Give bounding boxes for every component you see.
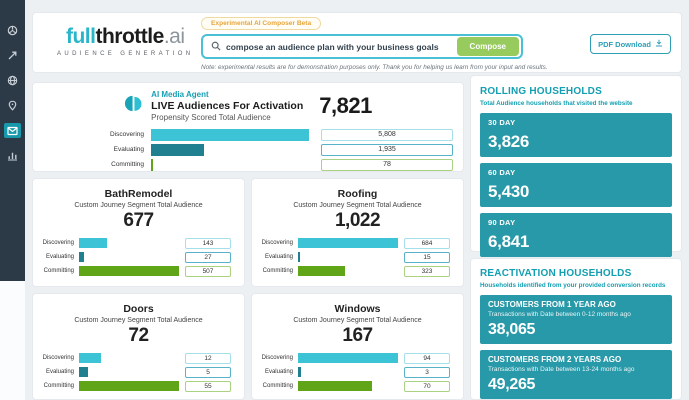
rolling-subtitle: Total Audience households that visited t… <box>480 100 633 107</box>
evaluating-value-box: 1,935 <box>321 143 453 156</box>
reactivation-subtitle: Households identified from your provided… <box>480 282 666 289</box>
compose-button[interactable]: Compose <box>456 37 519 56</box>
sidebar-item-analytics[interactable] <box>4 148 21 163</box>
app-logo: fullthrottle.ai AUDIENCE GENERATION <box>57 25 194 58</box>
evaluating-value-box: 15 <box>404 251 450 263</box>
pdf-download-button[interactable]: PDF Download <box>590 34 671 54</box>
segment-panel-roofing: Roofing Custom Journey Segment Total Aud… <box>251 178 464 287</box>
segment-title: Doors <box>123 303 154 315</box>
sidebar <box>0 0 25 281</box>
sidebar-lower-area <box>0 281 25 400</box>
logo-tagline: AUDIENCE GENERATION <box>57 51 194 57</box>
ai-panel-total: 7,821 <box>319 93 372 118</box>
evaluating-bar <box>79 367 89 377</box>
segment-subtitle: Custom Journey Segment Total Audience <box>74 317 203 324</box>
committing-value-box: 70 <box>404 380 450 392</box>
pdf-download-label: PDF Download <box>598 39 651 49</box>
discovering-value-box: 12 <box>185 352 231 364</box>
discovering-value-box: 94 <box>404 352 450 364</box>
segment-chart: Discovering 94 Evaluating 3 Committing 70 <box>252 352 463 392</box>
segment-title: Roofing <box>337 188 378 200</box>
segment-total: 72 <box>128 325 149 346</box>
discovering-bar <box>79 353 101 363</box>
sidebar-item-web[interactable] <box>4 73 21 88</box>
stat-card-30-day: 30 DAY 3,826 <box>480 113 672 157</box>
composer-search-bar: Compose <box>201 34 523 59</box>
segment-chart: Discovering 684 Evaluating 15 Committing 32… <box>252 237 463 277</box>
committing-value-box: 78 <box>321 158 453 171</box>
wheel-icon <box>7 25 18 36</box>
ai-panel-chart: Discovering 5,808 Evaluating 1,935 Commi… <box>33 127 463 172</box>
evaluating-value-box: 27 <box>185 251 231 263</box>
committing-bar <box>79 381 179 391</box>
sidebar-item-location[interactable] <box>4 98 21 113</box>
ai-panel-header: AI Media Agent LIVE Audiences For Activa… <box>33 90 463 122</box>
committing-bar <box>151 158 154 171</box>
segment-title: BathRemodel <box>104 188 173 200</box>
discovering-bar <box>79 238 108 248</box>
stat-card-60-day: 60 DAY 5,430 <box>480 163 672 207</box>
ai-panel-eyebrow: AI Media Agent <box>151 90 209 99</box>
segment-title: Windows <box>334 303 381 315</box>
sidebar-item-launch[interactable] <box>4 48 21 63</box>
experimental-beta-badge: Experimental AI Composer Beta <box>201 17 322 30</box>
ai-media-agent-panel: AI Media Agent LIVE Audiences For Activa… <box>32 82 464 172</box>
committing-bar <box>298 266 346 276</box>
rocket-icon <box>7 50 18 61</box>
segment-chart: Discovering 143 Evaluating 27 Committing 50… <box>33 237 244 277</box>
stat-card-90-day: 90 DAY 6,841 <box>480 213 672 257</box>
rolling-households-panel: ROLLING HOUSEHOLDS Total Audience househ… <box>470 75 682 257</box>
chart-row-committing: Committing 78 <box>33 157 463 172</box>
chart-row-discovering: Discovering 5,808 <box>33 127 463 142</box>
committing-value-box: 507 <box>185 265 231 277</box>
evaluating-bar <box>298 252 301 262</box>
committing-value-box: 55 <box>185 380 231 392</box>
discovering-value-box: 143 <box>185 237 231 249</box>
segment-total: 1,022 <box>334 210 381 231</box>
sidebar-item-messages[interactable] <box>4 123 21 138</box>
committing-value-box: 323 <box>404 265 450 277</box>
ai-panel-subtitle: Propensity Scored Total Audience <box>151 113 271 122</box>
evaluating-bar <box>298 367 302 377</box>
segment-subtitle: Custom Journey Segment Total Audience <box>293 317 422 324</box>
segment-total: 167 <box>342 325 373 346</box>
experimental-note: Note: experimental results are for demon… <box>201 64 548 71</box>
bar-chart-icon <box>7 150 18 161</box>
segment-panel-windows: Windows Custom Journey Segment Total Aud… <box>251 293 464 400</box>
stat-card-2-years-ago: CUSTOMERS FROM 2 YEARS AGO Transactions … <box>480 350 672 399</box>
discovering-bar <box>298 238 398 248</box>
brain-icon <box>124 94 143 118</box>
segment-panel-doors: Doors Custom Journey Segment Total Audie… <box>32 293 245 400</box>
download-icon <box>655 39 663 49</box>
segment-panel-bathremodel: BathRemodel Custom Journey Segment Total… <box>32 178 245 287</box>
evaluating-bar <box>79 252 85 262</box>
segment-subtitle: Custom Journey Segment Total Audience <box>293 202 422 209</box>
discovering-bar <box>151 128 309 141</box>
chart-row-evaluating: Evaluating 1,935 <box>33 142 463 157</box>
header: fullthrottle.ai AUDIENCE GENERATION Expe… <box>32 12 682 73</box>
search-icon <box>211 38 221 56</box>
globe-icon <box>7 75 18 86</box>
composer-search-input[interactable] <box>221 41 457 52</box>
sidebar-item-throttle[interactable] <box>4 23 21 38</box>
reactivation-title: REACTIVATION HOUSEHOLDS <box>480 268 632 279</box>
evaluating-bar <box>151 143 204 156</box>
committing-bar <box>298 381 373 391</box>
stat-card-1-year-ago: CUSTOMERS FROM 1 YEAR AGO Transactions w… <box>480 295 672 344</box>
evaluating-value-box: 3 <box>404 366 450 378</box>
logo-wordmark: fullthrottle.ai <box>65 25 185 48</box>
segment-chart: Discovering 12 Evaluating 5 Committing 55 <box>33 352 244 392</box>
envelope-icon <box>7 126 18 136</box>
segment-subtitle: Custom Journey Segment Total Audience <box>74 202 203 209</box>
ai-panel-title: LIVE Audiences For Activation <box>151 100 304 112</box>
rolling-title: ROLLING HOUSEHOLDS <box>480 86 602 97</box>
segment-total: 677 <box>123 210 154 231</box>
discovering-value-box: 684 <box>404 237 450 249</box>
location-pin-icon <box>7 100 18 111</box>
reactivation-households-panel: REACTIVATION HOUSEHOLDS Households ident… <box>470 258 682 400</box>
discovering-value-box: 5,808 <box>321 128 453 141</box>
committing-bar <box>79 266 179 276</box>
discovering-bar <box>298 353 398 363</box>
evaluating-value-box: 5 <box>185 366 231 378</box>
